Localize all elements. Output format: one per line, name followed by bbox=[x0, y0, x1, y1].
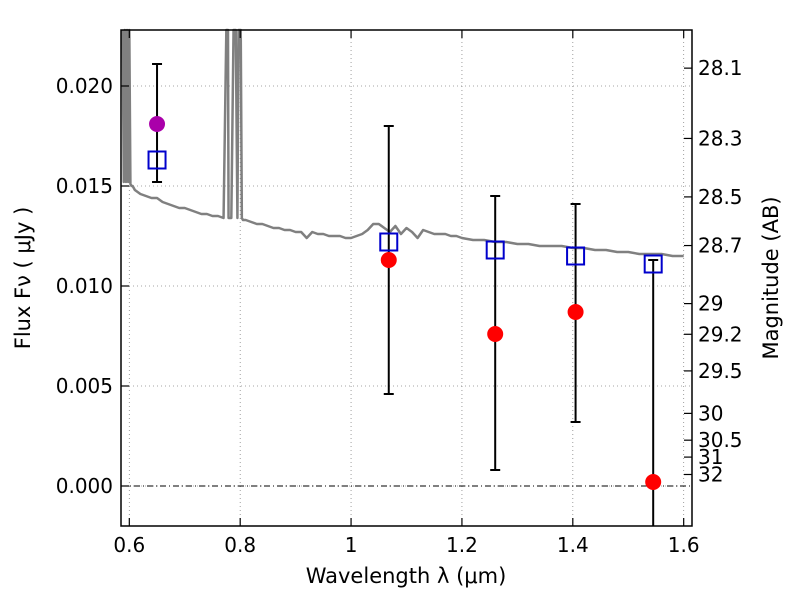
model-square bbox=[485, 240, 505, 260]
x-tick-label: 1.6 bbox=[668, 533, 700, 557]
observed-point bbox=[645, 474, 662, 490]
mag-tick-label: 30.5 bbox=[698, 428, 743, 452]
x-axis-label: Wavelength λ (μm) bbox=[306, 564, 507, 588]
ticks: 0.6 0.8 1 1.2 1.4 1.6 0.000 0.005 0.010 0.015 0.02… bbox=[56, 30, 743, 557]
model-square bbox=[566, 246, 586, 266]
mag-tick-label: 29.2 bbox=[698, 322, 743, 346]
mag-tick-label: 28.1 bbox=[698, 56, 743, 80]
y-tick-label: 0.015 bbox=[56, 174, 113, 198]
x-tick-label: 0.6 bbox=[113, 533, 145, 557]
y2-axis-label: Magnitude (AB) bbox=[759, 196, 783, 359]
mag-tick-label: 31 bbox=[698, 445, 723, 469]
observed-point bbox=[567, 304, 584, 320]
grid bbox=[121, 30, 692, 526]
model-square bbox=[379, 232, 399, 252]
marks bbox=[121, 28, 684, 526]
mag-tick-label: 28.5 bbox=[698, 185, 743, 209]
observed-point bbox=[380, 252, 397, 268]
model-square bbox=[147, 150, 167, 170]
plot-background bbox=[121, 30, 692, 526]
y-tick-label: 0.020 bbox=[56, 74, 113, 98]
y-axis-label: Flux Fν ( μJy ) bbox=[11, 207, 35, 350]
y-tick-label: 0.000 bbox=[56, 474, 113, 498]
y-tick-label: 0.010 bbox=[56, 274, 113, 298]
mag-tick-label: 29.5 bbox=[698, 359, 743, 383]
observed-point bbox=[149, 116, 166, 132]
x-tick-label: 0.8 bbox=[224, 533, 256, 557]
mag-tick-label: 30 bbox=[698, 401, 723, 425]
mag-tick-label: 28.3 bbox=[698, 126, 743, 150]
mag-tick-label: 32 bbox=[698, 462, 723, 486]
plot-frame bbox=[120, 29, 693, 527]
observed-point bbox=[487, 326, 504, 342]
model-square bbox=[643, 254, 663, 274]
x-tick-label: 1.2 bbox=[446, 533, 478, 557]
mag-tick-label: 29 bbox=[698, 292, 723, 316]
y-tick-label: 0.005 bbox=[56, 374, 113, 398]
mag-tick-label: 28.7 bbox=[698, 234, 743, 258]
x-tick-label: 1 bbox=[345, 533, 358, 557]
x-tick-label: 1.4 bbox=[557, 533, 589, 557]
